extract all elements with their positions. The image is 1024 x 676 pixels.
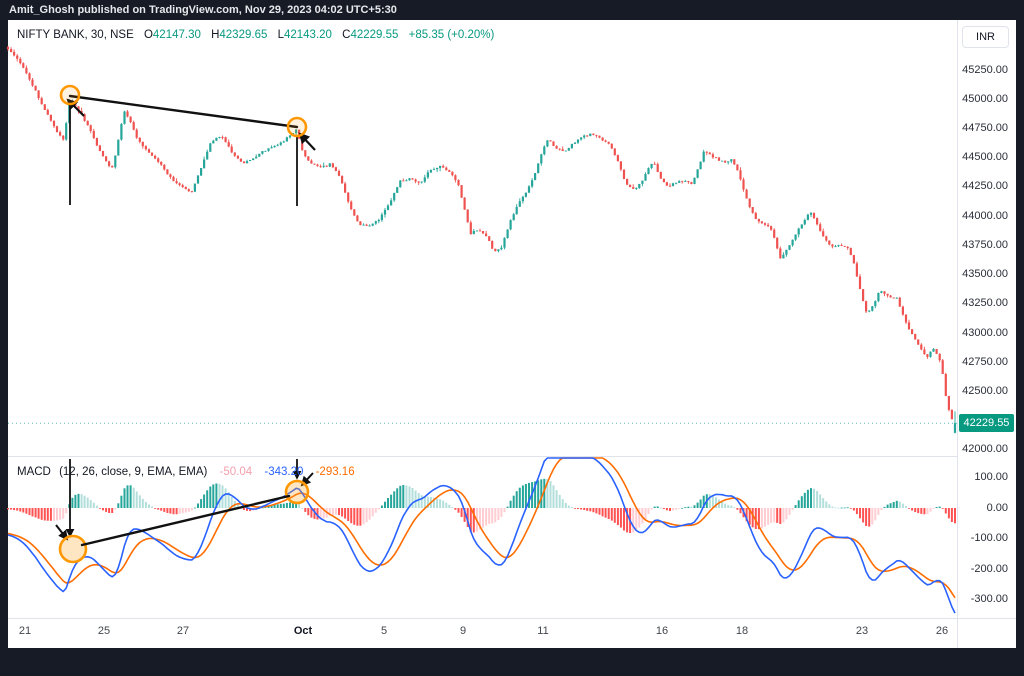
- time-axis-label: 16: [655, 625, 669, 637]
- chart-card: [8, 20, 1016, 648]
- price-axis-label: 45000.00: [962, 92, 1008, 105]
- time-axis-label: 27: [176, 625, 190, 637]
- price-axis-label: 44000.00: [962, 209, 1008, 222]
- open-label: O: [143, 29, 153, 41]
- macd-axis-label: -200.00: [970, 562, 1008, 575]
- macd-params: (12, 26, close, 9, EMA, EMA): [59, 466, 208, 478]
- publish-text: Amit_Ghosh published on TradingView.com,…: [9, 4, 397, 16]
- time-axis-label: 11: [537, 625, 549, 637]
- symbol-legend: NIFTY BANK, 30, NSE O42147.30 H42329.65 …: [17, 29, 494, 41]
- price-axis-label: 42500.00: [962, 385, 1008, 398]
- pane-divider[interactable]: [8, 456, 957, 457]
- price-axis-label: 43750.00: [962, 238, 1008, 251]
- macd-axis-label: -100.00: [970, 532, 1008, 545]
- macd-axis-label: 0.00: [986, 501, 1008, 514]
- price-axis-label: 43500.00: [962, 268, 1008, 281]
- macd-title: MACD: [17, 466, 51, 478]
- price-axis-label: 44500.00: [962, 151, 1008, 164]
- macd-legend: MACD (12, 26, close, 9, EMA, EMA) -50.04…: [17, 466, 355, 478]
- price-axis-label: 44750.00: [962, 121, 1008, 134]
- currency-button[interactable]: INR: [962, 26, 1009, 48]
- time-axis-label: 26: [935, 625, 949, 637]
- macd-hist-value: -50.04: [219, 466, 253, 478]
- time-axis-label: 25: [97, 625, 111, 637]
- price-axis-label: 42750.00: [962, 355, 1008, 368]
- price-axis-label: 43250.00: [962, 297, 1008, 310]
- high-label: H: [211, 29, 220, 41]
- price-axis-label: 42000.00: [962, 443, 1008, 456]
- macd-axis-label: 100.00: [974, 470, 1008, 483]
- time-axis-divider: [8, 618, 1016, 619]
- macd-axis-label: -300.00: [970, 593, 1008, 606]
- macd-line-value: -343.20: [264, 466, 304, 478]
- macd-signal-value: -293.16: [315, 466, 355, 478]
- price-axis-label: 44250.00: [962, 180, 1008, 193]
- time-axis-label: 5: [380, 625, 388, 637]
- open-value: 42147.30: [152, 29, 201, 41]
- publish-bar: Amit_Ghosh published on TradingView.com,…: [0, 0, 1024, 20]
- close-value: 42229.55: [350, 29, 399, 41]
- low-label: L: [277, 29, 284, 41]
- footer-bar: TradingView: [0, 648, 1024, 676]
- last-price-badge: 42229.55: [959, 414, 1014, 432]
- symbol-title: NIFTY BANK, 30, NSE: [17, 29, 134, 41]
- price-axis-divider: [957, 20, 958, 648]
- close-label: C: [342, 29, 351, 41]
- time-axis-label: 18: [735, 625, 749, 637]
- time-axis-label: Oct: [293, 625, 313, 637]
- low-value: 42143.20: [283, 29, 332, 41]
- time-axis-label: 23: [855, 625, 869, 637]
- price-axis-label: 45250.00: [962, 63, 1008, 76]
- price-axis-label: 43000.00: [962, 326, 1008, 339]
- time-axis-label: 9: [459, 625, 467, 637]
- high-value: 42329.65: [219, 29, 268, 41]
- change-value: +85.35 (+0.20%): [408, 29, 495, 41]
- time-axis-label: 21: [18, 625, 32, 637]
